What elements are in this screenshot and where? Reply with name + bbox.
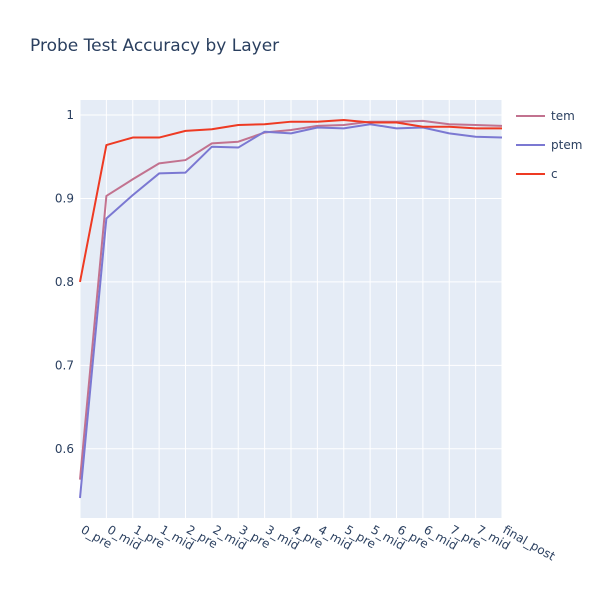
y-tick-label: 1: [66, 108, 74, 122]
legend-label: tem: [551, 109, 575, 123]
chart-title: Probe Test Accuracy by Layer: [30, 36, 279, 56]
series-line-ptem[interactable]: [79, 123, 503, 499]
legend-label: c: [551, 167, 558, 181]
y-axis-ticks: 0.6 0.7 0.8 0.9 1: [55, 108, 74, 456]
legend-label: ptem: [551, 138, 582, 152]
x-axis-ticks: 0_pre0_mid1_pre1_mid2_pre2_mid3_pre3_mid…: [79, 522, 558, 563]
y-tick-label: 0.9: [55, 191, 74, 205]
series-layer: [79, 119, 503, 499]
series-line-c[interactable]: [79, 119, 502, 283]
y-tick-label: 0.6: [55, 442, 74, 456]
grid-layer: [79, 100, 503, 518]
y-tick-label: 0.7: [55, 358, 74, 372]
legend-item-c[interactable]: c: [516, 167, 558, 181]
legend[interactable]: tem ptem c: [516, 109, 582, 181]
legend-item-tem[interactable]: tem: [516, 109, 575, 123]
legend-item-ptem[interactable]: ptem: [516, 138, 582, 152]
y-tick-label: 0.8: [55, 275, 74, 289]
series-line-tem[interactable]: [79, 119, 503, 480]
